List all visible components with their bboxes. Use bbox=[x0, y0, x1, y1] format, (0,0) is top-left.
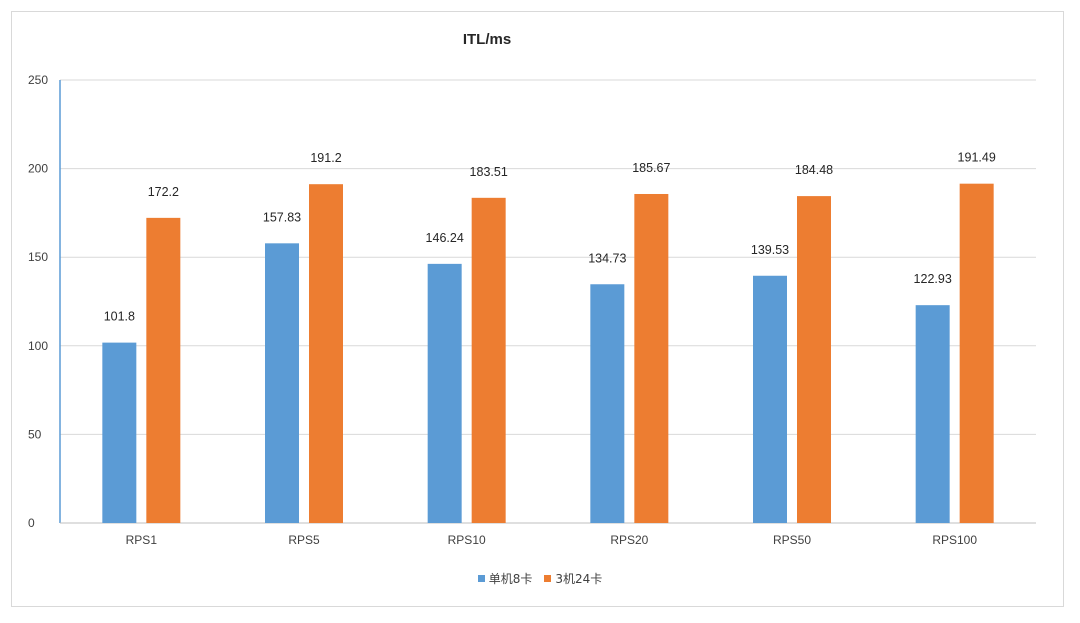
y-tick-label: 0 bbox=[28, 516, 35, 530]
bar-series-1 bbox=[915, 305, 950, 523]
bar-series-1 bbox=[753, 275, 787, 523]
data-label: 183.51 bbox=[470, 165, 508, 179]
chart-title: ITL/ms bbox=[462, 31, 512, 48]
data-label: 157.83 bbox=[263, 210, 301, 224]
chart-legend: 单机8卡 3机24卡 bbox=[0, 570, 1080, 587]
data-label: 101.8 bbox=[104, 310, 135, 324]
data-label: 185.67 bbox=[632, 161, 670, 175]
y-tick-label: 250 bbox=[28, 73, 48, 87]
bar-series-2 bbox=[309, 184, 343, 523]
data-label: 134.73 bbox=[588, 251, 626, 265]
bar-series-2 bbox=[959, 183, 994, 523]
y-tick-label: 100 bbox=[28, 339, 48, 353]
bar-series-2 bbox=[797, 196, 831, 523]
bar-series-1 bbox=[590, 284, 625, 523]
x-tick-label: RPS1 bbox=[126, 533, 158, 547]
x-tick-label: RPS20 bbox=[610, 533, 648, 547]
bar-series-2 bbox=[146, 217, 181, 523]
x-tick-label: RPS5 bbox=[288, 533, 320, 547]
legend-swatch-series-1 bbox=[477, 575, 485, 582]
y-tick-label: 200 bbox=[28, 162, 48, 176]
y-tick-label: 150 bbox=[28, 250, 48, 264]
bar-series-1 bbox=[265, 243, 299, 523]
data-label: 122.93 bbox=[914, 272, 952, 286]
bar-series-2 bbox=[634, 193, 669, 523]
bar-series-1 bbox=[102, 342, 137, 523]
chart-frame bbox=[11, 11, 1064, 607]
legend-label-series-2: 3机24卡 bbox=[555, 572, 603, 586]
legend-item-series-1: 单机8卡 bbox=[477, 570, 533, 587]
bar-series-2 bbox=[471, 197, 506, 523]
data-label: 146.24 bbox=[426, 231, 464, 245]
x-tick-label: RPS100 bbox=[932, 533, 977, 547]
legend-swatch-series-2 bbox=[544, 575, 552, 582]
legend-item-series-2: 3机24卡 bbox=[544, 570, 602, 587]
legend-label-series-1: 单机8卡 bbox=[488, 572, 533, 586]
data-label: 191.2 bbox=[310, 151, 341, 165]
y-tick-label: 50 bbox=[28, 427, 42, 441]
data-label: 172.2 bbox=[148, 185, 179, 199]
x-tick-label: RPS10 bbox=[448, 533, 486, 547]
data-label: 184.48 bbox=[795, 163, 833, 177]
data-label: 191.49 bbox=[958, 151, 996, 165]
x-tick-label: RPS50 bbox=[773, 533, 811, 547]
data-label: 139.53 bbox=[751, 243, 789, 257]
bar-series-1 bbox=[427, 263, 462, 523]
